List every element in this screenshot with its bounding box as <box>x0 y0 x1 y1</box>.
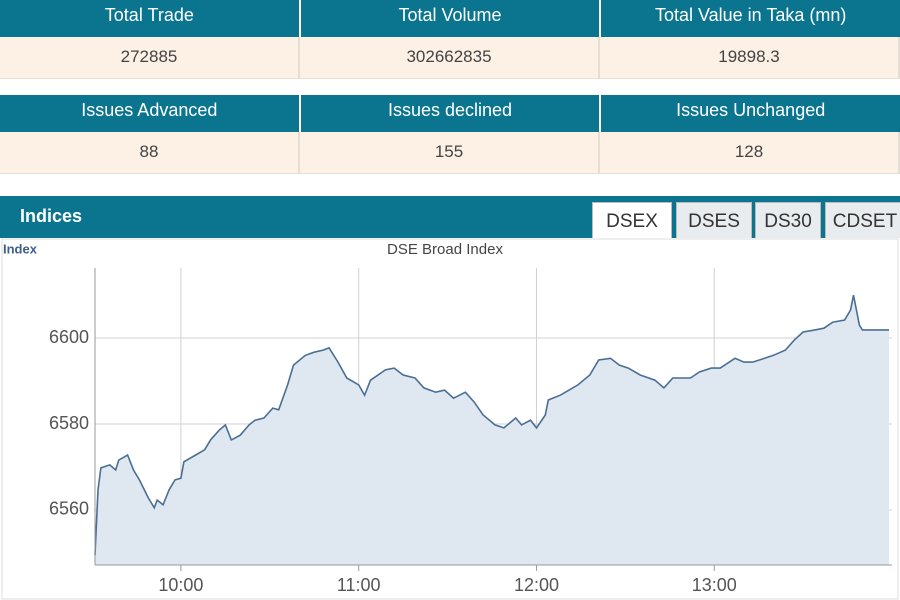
index-tab[interactable]: CDSET <box>825 202 900 238</box>
header-cell: Issues declined <box>300 95 602 132</box>
chart: Index DSE Broad Index 6560 6580 6600 10:00 1… <box>1 238 899 600</box>
index-tab[interactable]: DS30 <box>755 202 821 238</box>
y-tick-label: 6580 <box>49 413 89 433</box>
header-cell: Total Trade <box>0 0 301 37</box>
header-cell: Total Volume <box>300 0 602 37</box>
header-cell: Issues Advanced <box>0 95 301 132</box>
y-tick-label: 6560 <box>49 499 89 519</box>
value-cell: 88 <box>0 132 300 174</box>
x-tick-label: 10:00 <box>158 575 203 595</box>
value-cell: 302662835 <box>300 37 600 79</box>
value-cell: 155 <box>300 132 600 174</box>
value-cell: 128 <box>600 132 900 174</box>
indices-title: Indices <box>20 206 83 226</box>
index-tab[interactable]: DSES <box>676 202 752 238</box>
y-axis-label: Index <box>3 241 38 256</box>
x-tick-label: 13:00 <box>692 575 737 595</box>
stats-table: Total Trade Total Volume Total Value in Ta… <box>0 0 900 79</box>
index-tab[interactable]: DSEX <box>592 202 672 238</box>
value-cell: 19898.3 <box>600 37 900 79</box>
index-line <box>94 294 889 556</box>
y-tick-label: 6600 <box>49 327 89 347</box>
header-cell: Issues Unchanged <box>601 95 900 132</box>
header-cell: Total Value in Taka (mn) <box>601 0 900 37</box>
area <box>95 295 889 565</box>
issues-table: Issues Advanced Issues declined Issues Unc… <box>0 95 900 174</box>
chart-title: DSE Broad Index <box>387 241 503 258</box>
indices-bar: Indices DSEX DSES DS30 CDSET <box>0 196 900 238</box>
chart-frame <box>1 238 899 600</box>
x-tick-label: 12:00 <box>514 575 559 595</box>
x-tick-label: 11:00 <box>337 575 381 595</box>
value-cell: 272885 <box>0 37 300 79</box>
